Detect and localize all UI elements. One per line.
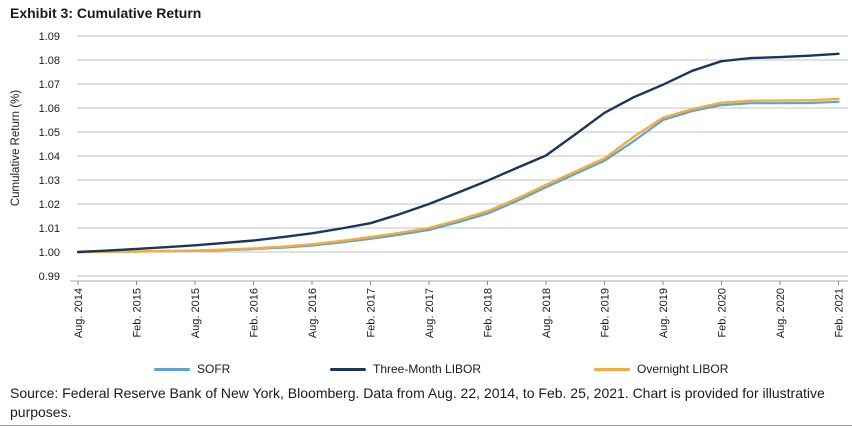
legend-label-three-month-libor: Three-Month LIBOR <box>373 362 482 376</box>
series-line-overnight-libor <box>76 97 840 254</box>
legend-item-sofr: SOFR <box>154 359 230 379</box>
y-tick-label: 1.02 <box>39 199 60 211</box>
series-line-three-month-libor <box>76 52 840 254</box>
x-tick-label: Aug. 2018 <box>541 288 553 338</box>
x-tick-label: Feb. 2017 <box>366 288 378 338</box>
series-line-sofr <box>76 100 840 254</box>
overnight-libor-line-swatch <box>594 367 630 371</box>
y-tick-label: 1.06 <box>39 103 60 115</box>
legend-label-sofr: SOFR <box>197 362 231 376</box>
x-tick-label: Feb. 2019 <box>600 288 612 338</box>
sofr-line-swatch <box>154 367 190 371</box>
bottom-divider <box>0 425 852 426</box>
three-month-libor-line-swatch <box>330 367 366 371</box>
y-tick-label: 1.09 <box>39 31 60 43</box>
y-tick-label: 1.08 <box>39 55 60 67</box>
x-tick-label: Feb. 2018 <box>483 288 495 338</box>
y-tick-label: 1.07 <box>39 79 60 91</box>
legend-item-overnight-libor: Overnight LIBOR <box>594 359 728 379</box>
x-tick-label: Aug. 2016 <box>307 288 319 338</box>
y-tick-label: 1.03 <box>39 175 60 187</box>
legend: SOFR Three-Month LIBOR Overnight LIBOR <box>0 359 852 379</box>
x-tick-label: Aug. 2015 <box>190 288 202 338</box>
x-tick-label: Feb. 2015 <box>132 288 144 338</box>
x-tick-label: Aug. 2020 <box>775 288 787 338</box>
x-tick-label: Aug. 2017 <box>424 288 436 338</box>
source-note: Source: Federal Reserve Bank of New York… <box>10 385 825 420</box>
y-tick-label: 0.99 <box>39 271 60 283</box>
legend-label-overnight-libor: Overnight LIBOR <box>637 362 729 376</box>
y-tick-label: 1.05 <box>39 127 60 139</box>
legend-item-three-month-libor: Three-Month LIBOR <box>330 359 481 379</box>
x-tick-label: Feb. 2020 <box>717 288 729 338</box>
x-tick-label: Feb. 2021 <box>834 288 846 338</box>
chart-svg: 1.09 1.08 1.07 1.06 1.05 1.04 1.03 1.02 1.01 1.00… <box>39 31 848 338</box>
y-tick-label: 1.01 <box>39 223 60 235</box>
x-tick-label: Aug. 2014 <box>73 288 85 338</box>
x-tick-label: Feb. 2016 <box>249 288 261 338</box>
chart-title: Exhibit 3: Cumulative Return <box>10 5 202 21</box>
x-tick-label: Aug. 2019 <box>658 288 670 338</box>
y-tick-label: 1.00 <box>39 247 60 259</box>
y-tick-label: 1.04 <box>39 151 60 163</box>
